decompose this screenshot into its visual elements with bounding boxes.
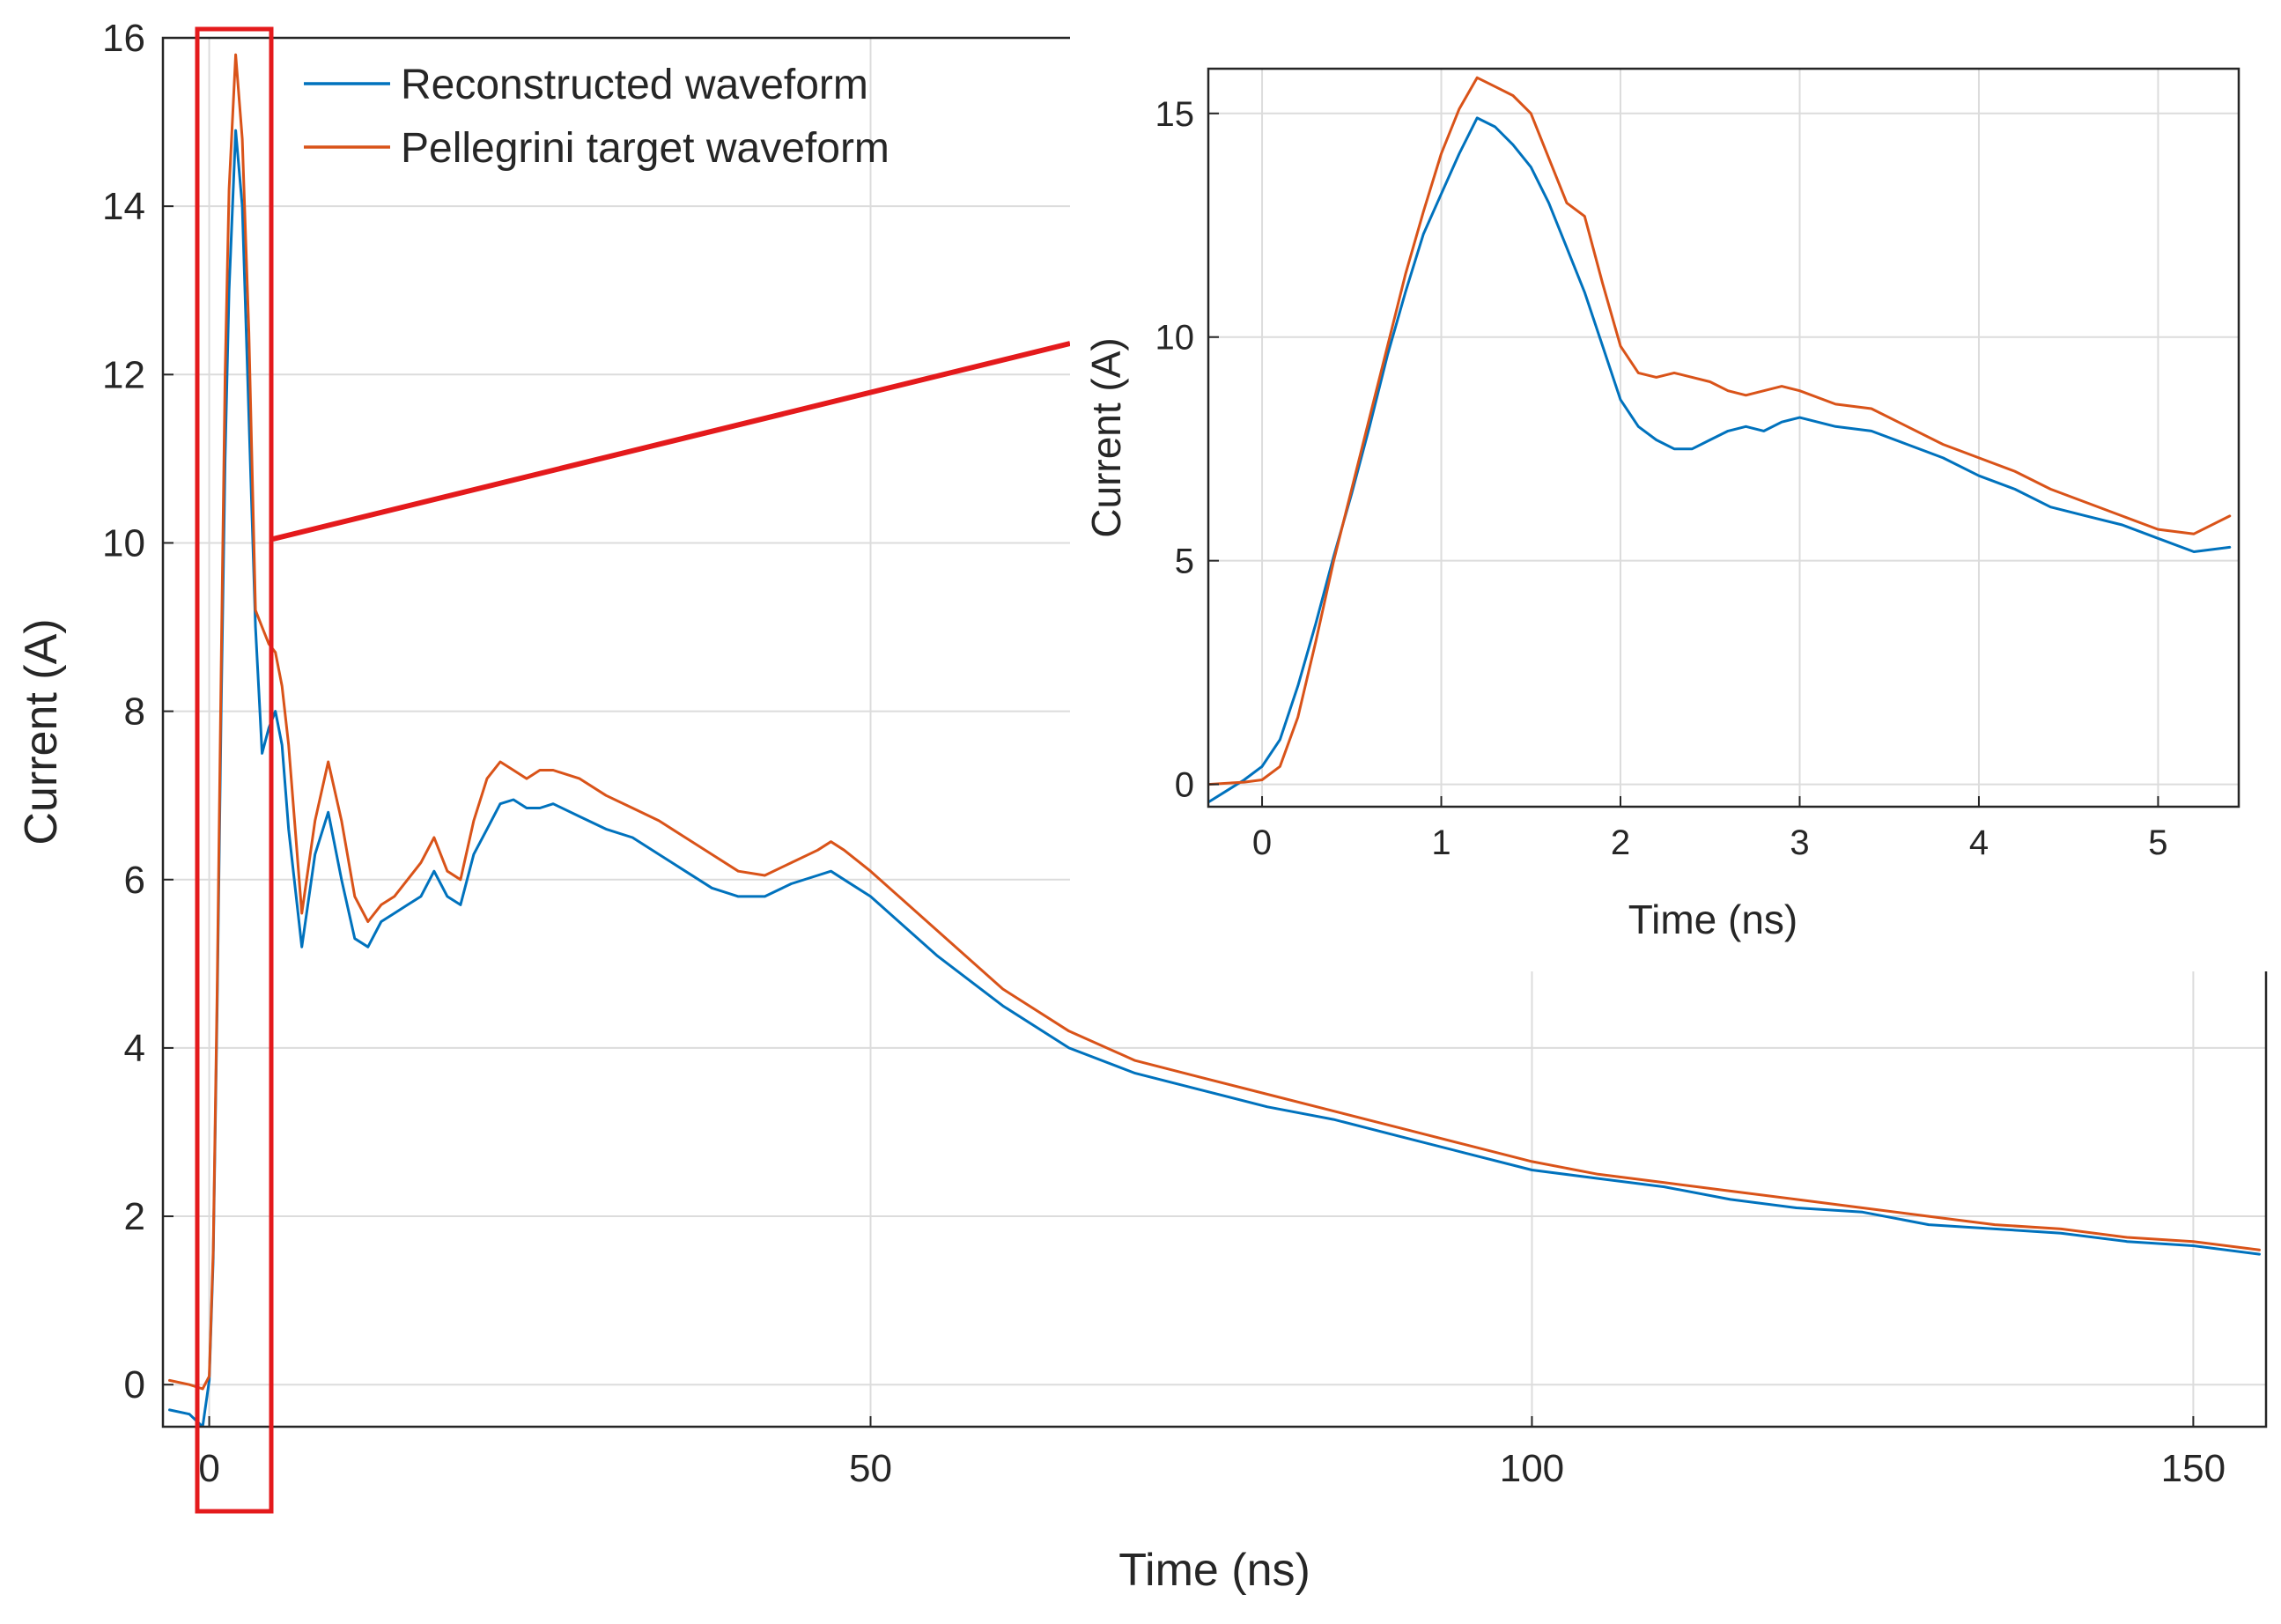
main-ytick-label: 6 <box>124 859 145 902</box>
main-ytick-label: 0 <box>124 1363 145 1406</box>
legend-label-pellegrini: Pellegrini target waveform <box>401 125 890 172</box>
inset-plot-area <box>1208 69 2239 807</box>
inset-x-axis-label: Time (ns) <box>1628 897 1798 942</box>
main-xtick-label: 100 <box>1500 1447 1564 1490</box>
zoom-connector-line <box>272 341 1071 542</box>
inset-axes: 0 1 2 3 4 5 0 5 10 15 Time (ns) Current (A) <box>1070 29 2281 971</box>
main-xtick-label: 0 <box>198 1447 219 1490</box>
inset-axes-box <box>1207 67 2240 808</box>
inset-series-pellegrini <box>1208 76 2232 786</box>
main-ytick-label: 4 <box>124 1027 145 1070</box>
main-ytick-label: 12 <box>102 353 145 396</box>
main-series-group <box>168 53 2261 1427</box>
main-ytick-label: 2 <box>124 1195 145 1238</box>
inset-ytick-label: 10 <box>1155 319 1195 358</box>
inset-series-group <box>1208 76 2232 804</box>
inset-ytick-label: 5 <box>1175 543 1194 581</box>
inset-xtick-label: 3 <box>1790 823 1809 862</box>
inset-y-axis-label: Current (A) <box>1083 337 1129 537</box>
inset-xtick-label: 2 <box>1611 823 1630 862</box>
main-ytick-label: 16 <box>102 17 145 60</box>
inset-ytick-label: 0 <box>1175 766 1194 805</box>
main-ytick-label: 10 <box>102 521 145 565</box>
main-xtick-label: 150 <box>2161 1447 2226 1490</box>
main-series-pellegrini <box>168 53 2261 1391</box>
inset-xtick-label: 1 <box>1431 823 1451 862</box>
legend: Reconstructed waveform Pellegrini target… <box>304 62 890 172</box>
inset-xtick-label: 5 <box>2148 823 2167 862</box>
main-x-axis-label: Time (ns) <box>1118 1545 1310 1596</box>
main-xtick-label: 50 <box>849 1447 892 1490</box>
main-ytick-label: 14 <box>102 185 145 228</box>
main-ytick-label: 8 <box>124 690 145 734</box>
legend-label-reconstructed: Reconstructed waveform <box>401 62 868 108</box>
zoom-region-box <box>195 26 274 1514</box>
inset-xtick-label: 4 <box>1969 823 1989 862</box>
main-y-axis-label: Current (A) <box>16 618 67 845</box>
inset-tick-labels: 0 1 2 3 4 5 0 5 10 15 <box>1155 95 2168 862</box>
inset-xtick-label: 0 <box>1252 823 1272 862</box>
inset-series-reconstructed <box>1208 116 2232 804</box>
inset-ytick-label: 15 <box>1155 95 1195 134</box>
